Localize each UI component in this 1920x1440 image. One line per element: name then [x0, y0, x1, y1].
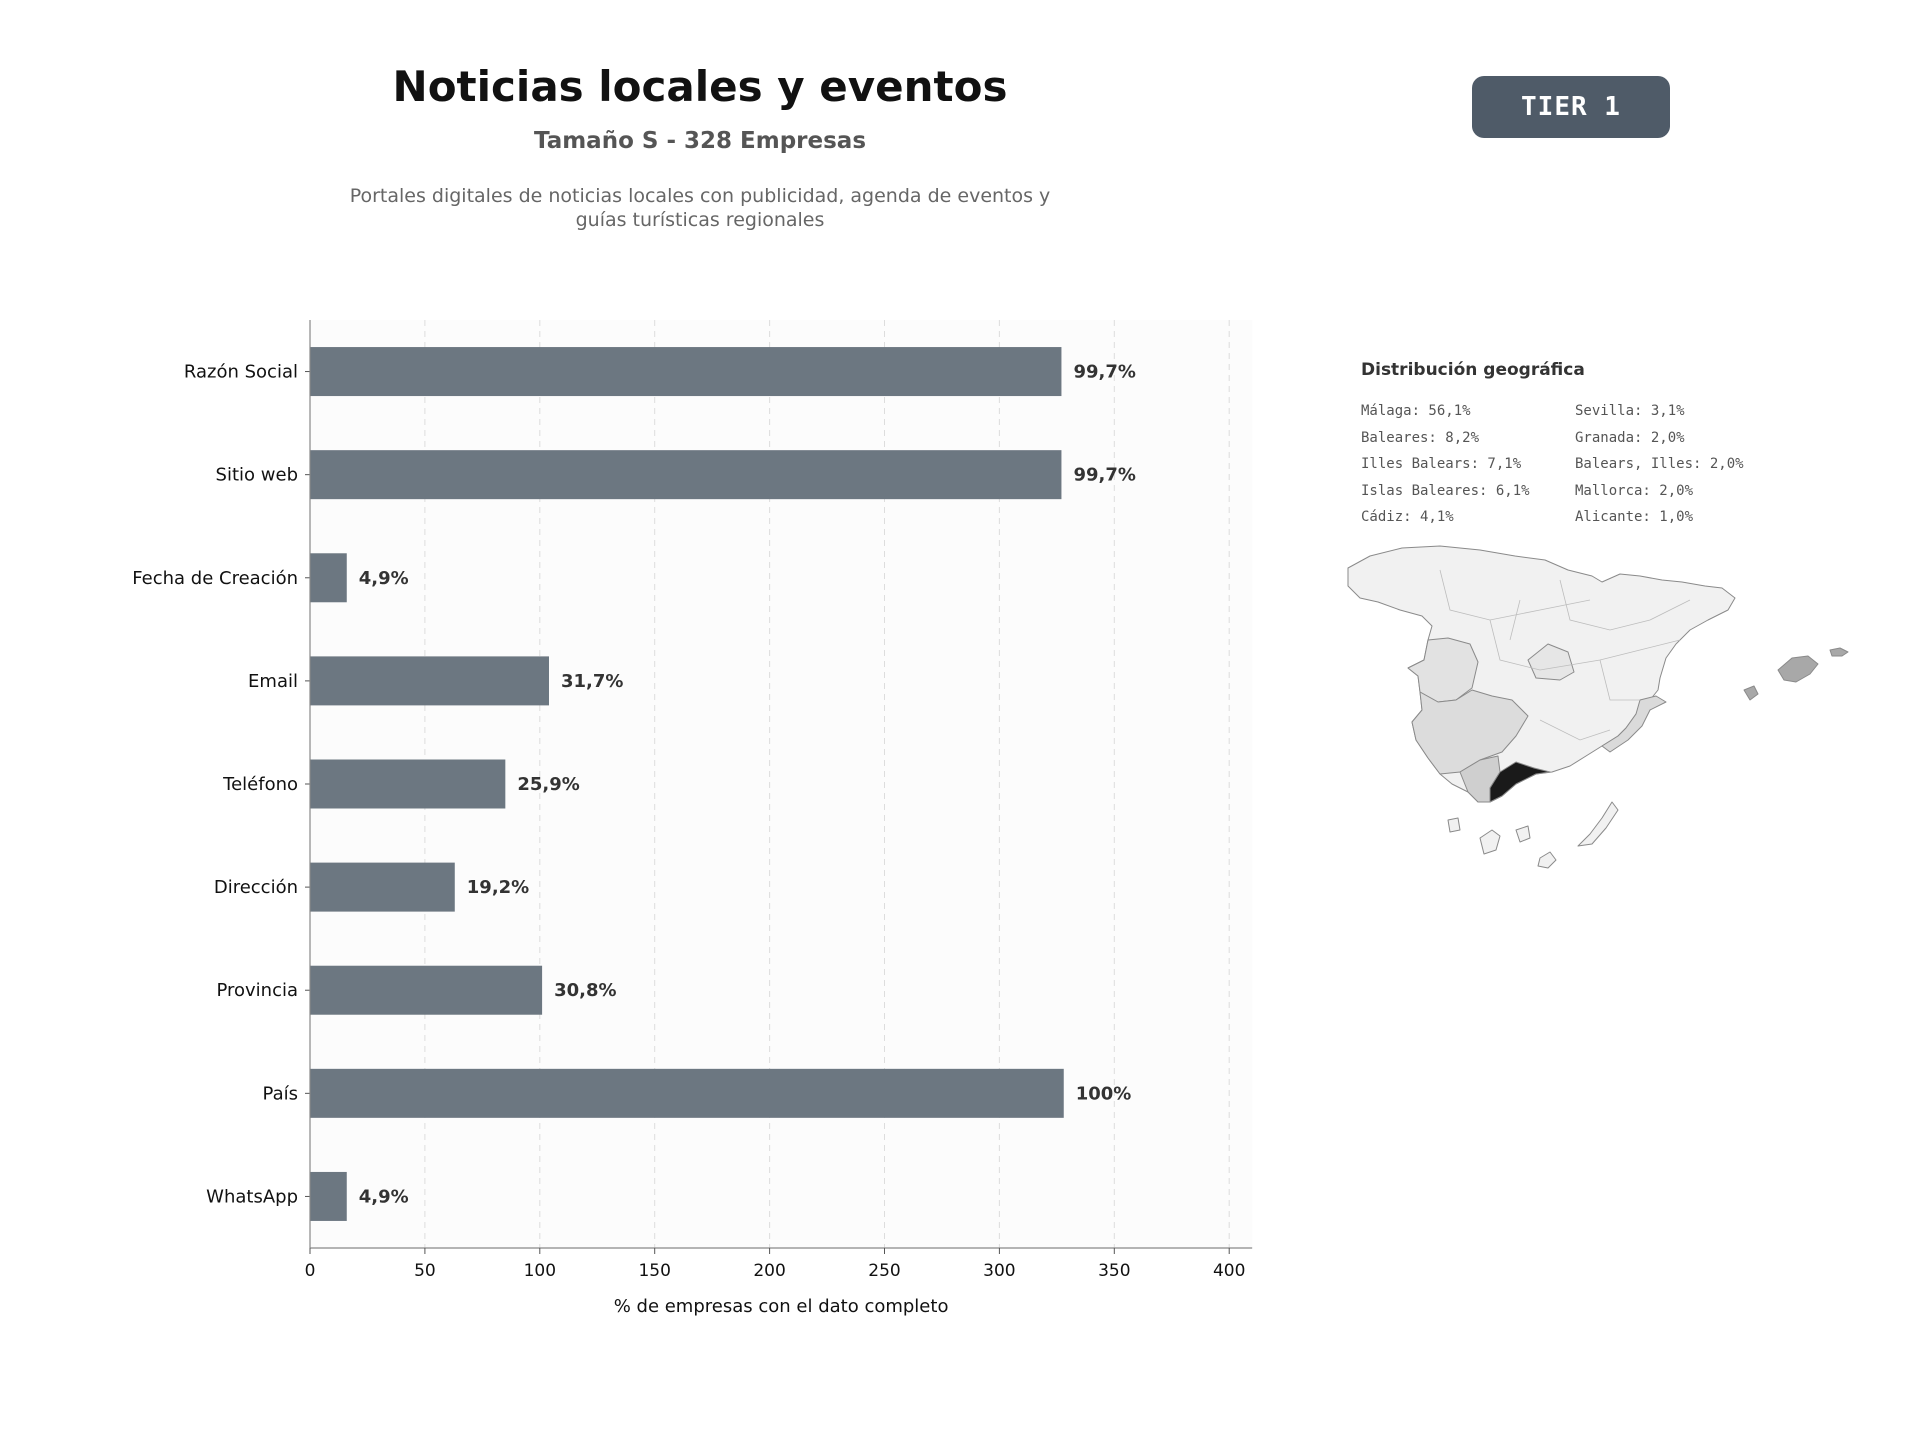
category-label: Provincia	[216, 980, 298, 1001]
x-tick-label: 0	[305, 1261, 316, 1281]
geo-list-right: Sevilla: 3,1% Granada: 2,0% Balears, Ill…	[1575, 398, 1744, 531]
map-region-southwest	[1411, 689, 1529, 775]
x-tick-label: 350	[1098, 1261, 1130, 1281]
x-tick-label: 250	[868, 1261, 900, 1281]
map-region-center	[1527, 643, 1575, 681]
map-canary-5	[1577, 801, 1619, 847]
bar-value-label: 25,9%	[517, 774, 579, 795]
geo-item: Granada: 2,0%	[1575, 429, 1685, 446]
map-balearics-ibiza	[1743, 685, 1759, 701]
geo-item: Mallorca: 2,0%	[1575, 482, 1694, 499]
category-label: Sitio web	[216, 465, 298, 486]
geo-item: Islas Baleares: 6,1%	[1361, 482, 1530, 499]
bar	[310, 862, 455, 912]
bar-value-label: 4,9%	[359, 568, 409, 589]
geo-item: Baleares: 8,2%	[1361, 429, 1480, 446]
map-region-west	[1407, 637, 1479, 703]
x-tick-label: 100	[524, 1261, 556, 1281]
x-tick-label: 200	[753, 1261, 785, 1281]
geo-title: Distribución geográfica	[1361, 360, 1585, 380]
page-description: Portales digitales de noticias locales c…	[349, 185, 1051, 231]
map-canary-3	[1515, 825, 1531, 843]
bar-value-label: 31,7%	[561, 671, 623, 692]
spain-map	[1347, 545, 1849, 869]
bar-value-label: 99,7%	[1073, 362, 1135, 383]
map-balearics-menorca	[1829, 647, 1849, 657]
geo-item: Málaga: 56,1%	[1361, 403, 1471, 419]
map-region-east	[1601, 695, 1667, 753]
bar	[310, 450, 1062, 500]
page-subtitle: Tamaño S - 328 Empresas	[533, 128, 867, 154]
bar	[310, 759, 506, 809]
geo-item: Balears, Illes: 2,0%	[1575, 456, 1744, 472]
bar	[310, 347, 1062, 397]
x-axis-title: % de empresas con el dato completo	[614, 1296, 949, 1317]
bar	[310, 656, 549, 706]
category-label: Email	[248, 671, 298, 692]
x-tick-label: 150	[638, 1261, 670, 1281]
geo-item: Cádiz: 4,1%	[1361, 509, 1454, 525]
bar	[310, 1171, 347, 1221]
map-region-malaga	[1489, 761, 1551, 803]
page-title: Noticias locales y eventos	[392, 62, 1008, 111]
bar-value-label: 99,7%	[1073, 465, 1135, 486]
x-tick-label: 50	[414, 1261, 436, 1281]
bar-value-label: 100%	[1076, 1083, 1132, 1104]
bar-value-label: 19,2%	[467, 877, 529, 898]
bar	[310, 965, 543, 1015]
map-canary-4	[1537, 851, 1557, 869]
bar-value-label: 30,8%	[554, 980, 616, 1001]
category-label: Dirección	[214, 877, 298, 898]
category-label: Razón Social	[184, 362, 298, 383]
category-label: Teléfono	[222, 774, 298, 795]
tier-badge: TIER 1	[1472, 76, 1670, 138]
category-label: Fecha de Creación	[132, 568, 298, 589]
geo-item: Alicante: 1,0%	[1575, 509, 1694, 525]
category-label: País	[263, 1083, 298, 1104]
map-balearics-mallorca	[1777, 655, 1819, 683]
geo-item: Illes Balears: 7,1%	[1361, 456, 1522, 472]
bar	[310, 553, 347, 603]
bar	[310, 1068, 1064, 1118]
category-label: WhatsApp	[206, 1186, 298, 1207]
geo-list-left: Málaga: 56,1% Baleares: 8,2% Illes Balea…	[1361, 398, 1530, 531]
bar-value-label: 4,9%	[359, 1186, 409, 1207]
x-tick-label: 300	[983, 1261, 1015, 1281]
geo-item: Sevilla: 3,1%	[1575, 403, 1685, 419]
map-canary-2	[1479, 829, 1501, 855]
map-canary-1	[1447, 817, 1461, 833]
x-tick-label: 400	[1213, 1261, 1245, 1281]
